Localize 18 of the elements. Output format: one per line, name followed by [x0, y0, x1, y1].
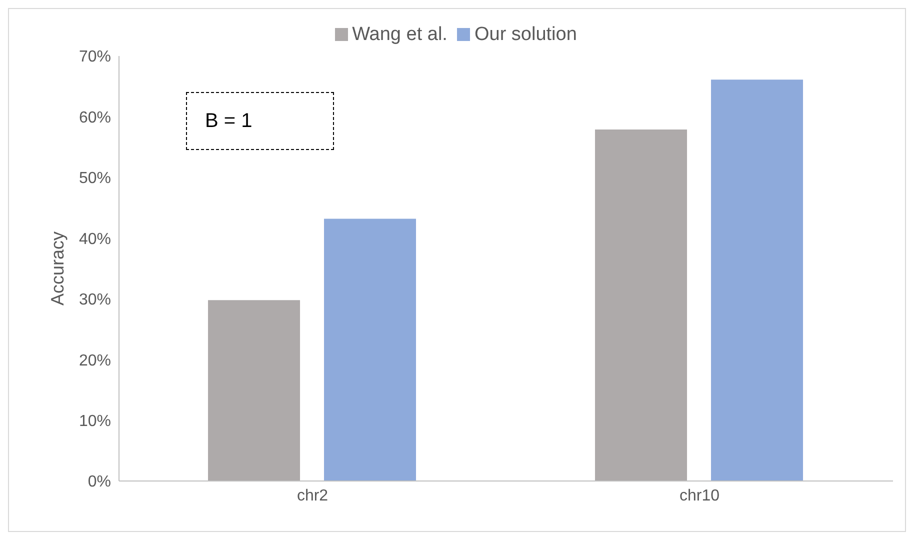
legend-label: Wang et al.: [352, 24, 448, 45]
y-tick-label: 70%: [78, 48, 111, 66]
bar: [208, 300, 300, 481]
y-axis-title: Accuracy: [47, 231, 68, 306]
y-tick-label: 30%: [78, 292, 111, 309]
x-tick-label: chr2: [296, 487, 328, 504]
y-tick-label: 40%: [78, 230, 111, 248]
x-tick-label: chr10: [679, 487, 720, 504]
y-tick-label: 0%: [88, 474, 111, 491]
bar: [324, 218, 416, 481]
bar: [595, 129, 688, 481]
y-tick-label: 20%: [78, 352, 111, 370]
legend-label: Our solution: [474, 24, 577, 45]
annotation: B = 1: [186, 92, 334, 150]
bar: [711, 80, 804, 481]
y-tick-label: 50%: [78, 170, 111, 188]
y-tick-label: 60%: [78, 109, 111, 126]
y-tick-label: 10%: [78, 412, 111, 430]
